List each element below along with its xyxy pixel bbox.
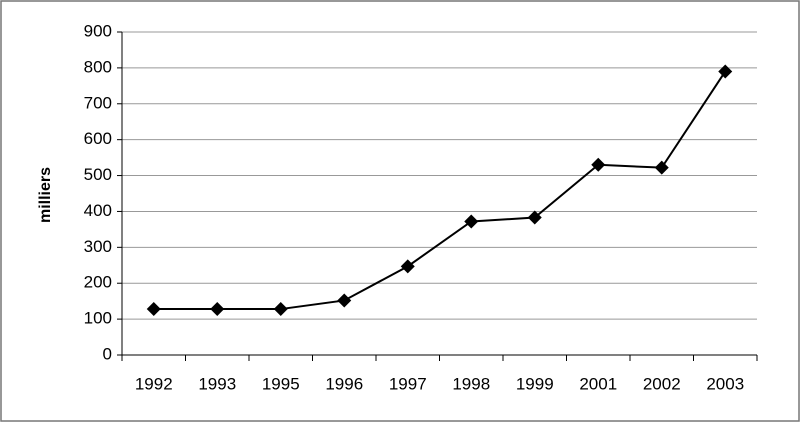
- y-tick-label: 100: [84, 309, 112, 328]
- y-tick-label: 700: [84, 93, 112, 112]
- x-tick-label: 1992: [135, 374, 173, 393]
- x-tick-label: 2003: [706, 374, 744, 393]
- line: [153, 70, 727, 311]
- y-tick-label: 600: [84, 129, 112, 148]
- marker: [337, 293, 352, 308]
- marker: [273, 302, 288, 317]
- y-axis-label: milliers: [37, 167, 54, 223]
- y-tick-label: 200: [84, 273, 112, 292]
- marker: [400, 259, 415, 274]
- x-tick-label: 1993: [198, 374, 236, 393]
- y-tick-label: 300: [84, 237, 112, 256]
- x-tick-label: 1995: [262, 374, 300, 393]
- x-tick-label: 2001: [579, 374, 617, 393]
- y-tick-label: 500: [84, 165, 112, 184]
- marker: [527, 210, 542, 225]
- y-tick-label: 0: [103, 344, 112, 363]
- marker: [464, 214, 479, 229]
- x-tick-label: 1998: [452, 374, 490, 393]
- marker: [210, 302, 225, 317]
- marker: [718, 64, 733, 79]
- marker: [146, 302, 161, 317]
- x-tick-label: 1996: [325, 374, 363, 393]
- x-tick-label: 1997: [389, 374, 427, 393]
- x-tick-label: 2002: [643, 374, 681, 393]
- marker: [591, 157, 606, 172]
- x-tick-label: 1999: [516, 374, 554, 393]
- marker: [654, 160, 669, 175]
- y-tick-label: 400: [84, 201, 112, 220]
- y-tick-label: 900: [84, 21, 112, 40]
- y-tick-label: 800: [84, 57, 112, 76]
